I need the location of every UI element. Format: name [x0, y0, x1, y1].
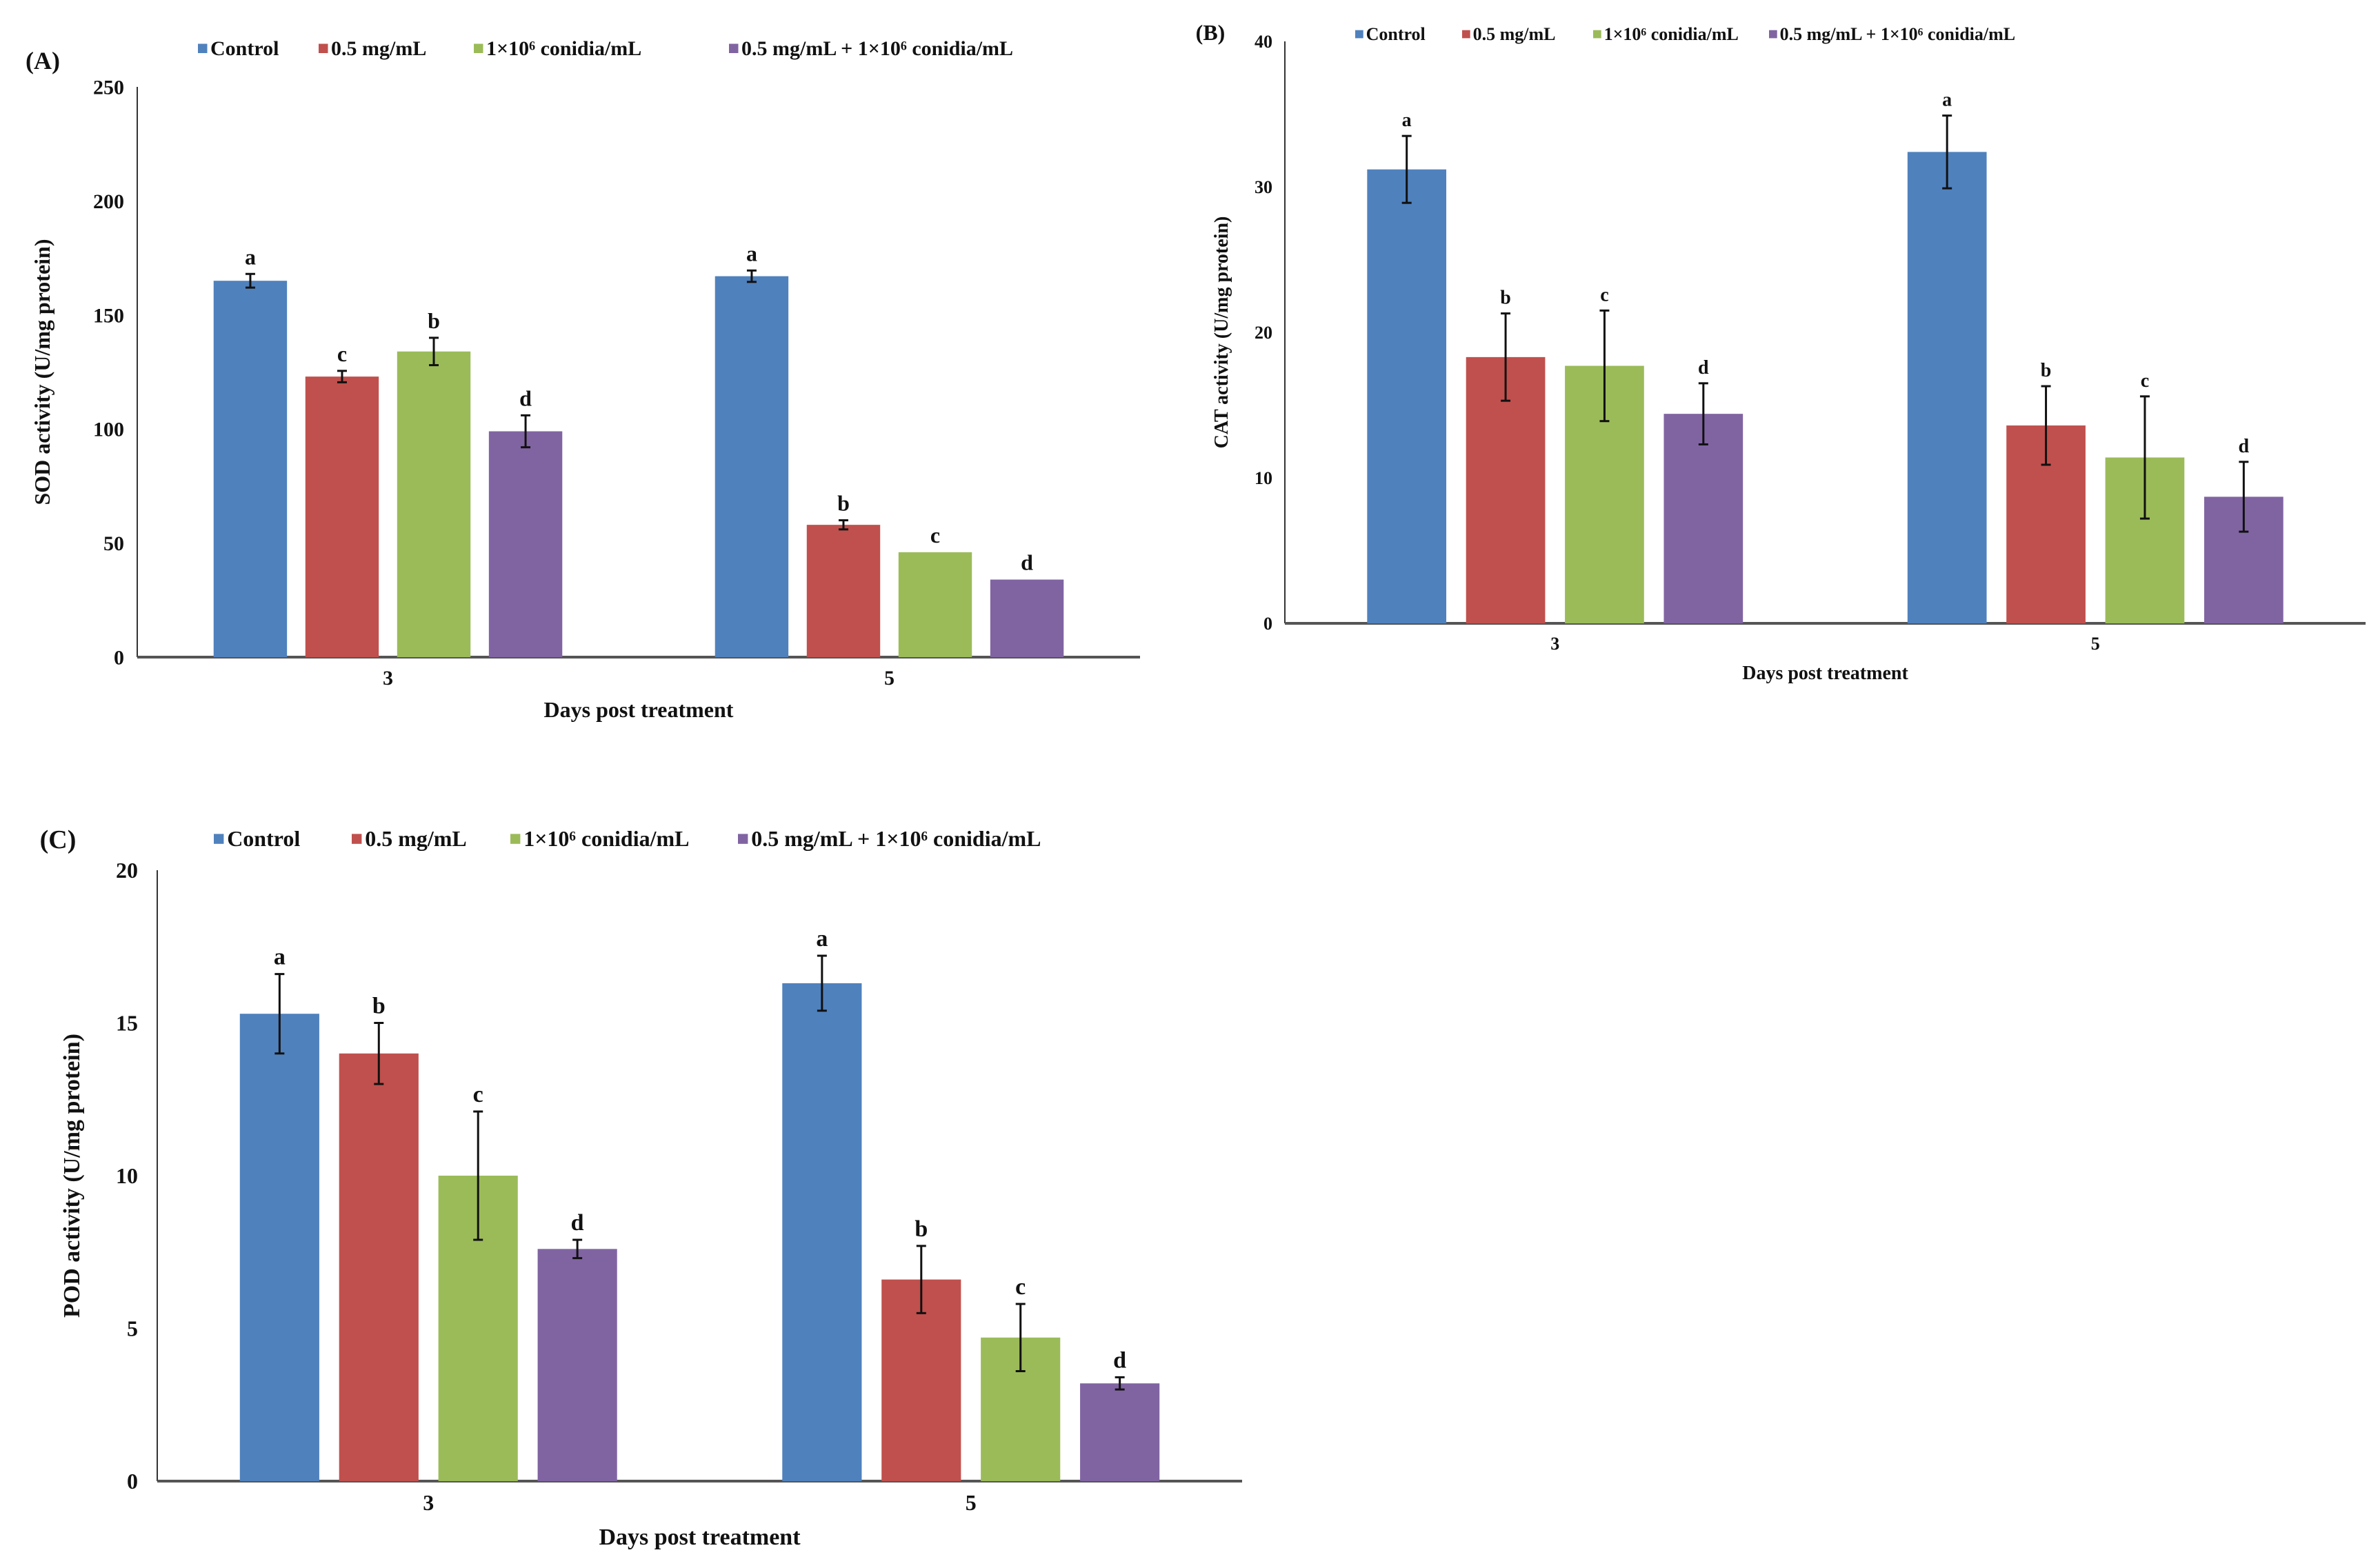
y-axis-title: CAT activity (U/mg protein): [1211, 217, 1232, 449]
bar: [1367, 169, 1447, 623]
bar: [1907, 152, 1987, 624]
significance-letter: d: [1021, 550, 1033, 575]
significance-letter: c: [1015, 1274, 1026, 1300]
y-axis-title: POD activity (U/mg protein): [59, 1034, 85, 1318]
significance-letter: d: [519, 385, 532, 410]
significance-letter: c: [337, 341, 347, 366]
significance-letter: b: [428, 308, 440, 333]
x-axis-title: Days post treatment: [544, 697, 734, 722]
y-axis-title: SOD activity (U/mg protein): [30, 239, 54, 505]
y-tick-label: 0: [127, 1469, 138, 1494]
significance-letter: b: [2041, 360, 2052, 381]
x-axis-title: Days post treatment: [1742, 663, 1908, 684]
bar: [488, 431, 563, 657]
significance-letter: c: [1600, 284, 1608, 305]
legend-swatch: [352, 834, 362, 844]
significance-letter: d: [571, 1210, 584, 1236]
x-tick-label: 5: [966, 1490, 977, 1515]
bar: [990, 579, 1064, 657]
y-tick-label: 40: [1255, 32, 1272, 52]
legend-label: 0.5 mg/mL: [1473, 24, 1556, 44]
chart-a: (A) Control 0.5 mg/mL 1×10⁶ conidia/mL 0.5 m…: [26, 37, 1140, 722]
y-tick-label: 200: [93, 190, 124, 213]
legend-label: 0.5 mg/mL + 1×10⁶ conidia/mL: [741, 37, 1013, 60]
legend-swatch: [1355, 30, 1363, 39]
y-tick-label: 30: [1255, 177, 1272, 197]
legend-swatch: [1769, 30, 1777, 39]
chart-b: (B) Control 0.5 mg/mL 1×10⁶ conidia/mL 0.5 m…: [1196, 20, 2366, 684]
significance-letter: a: [1402, 110, 1412, 131]
legend-label: 0.5 mg/mL + 1×10⁶ conidia/mL: [751, 826, 1041, 851]
panel-label: (B): [1196, 20, 1226, 45]
significance-letter: c: [930, 523, 940, 547]
y-tick-label: 50: [103, 532, 124, 555]
bar: [1080, 1383, 1160, 1481]
bar: [339, 1053, 419, 1481]
legend-label: 0.5 mg/mL: [365, 826, 467, 851]
bar: [397, 351, 471, 657]
y-tick-label: 10: [1255, 468, 1272, 488]
x-tick-label: 5: [884, 667, 895, 690]
legend-swatch: [729, 43, 739, 53]
bar: [305, 376, 379, 657]
significance-letter: d: [1113, 1347, 1126, 1373]
significance-letter: b: [915, 1216, 928, 1242]
x-tick-label: 3: [1550, 634, 1559, 654]
significance-letter: c: [2141, 370, 2149, 392]
bar: [213, 281, 288, 657]
legend-label: 0.5 mg/mL: [331, 37, 426, 60]
bar: [806, 525, 881, 657]
legend-label: 1×10⁶ conidia/mL: [523, 826, 689, 851]
panel-label: (C): [40, 825, 77, 854]
y-tick-label: 0: [114, 647, 124, 670]
bar: [715, 276, 789, 658]
legend-swatch: [510, 834, 521, 844]
legend-label: 1×10⁶ conidia/mL: [486, 37, 641, 60]
chart-c: (C) Control 0.5 mg/mL 1×10⁶ conidia/mL 0.5 m…: [40, 825, 1242, 1550]
legend-label: Control: [227, 826, 300, 851]
legend-swatch: [198, 43, 208, 53]
significance-letter: c: [473, 1082, 483, 1107]
legend-label: 0.5 mg/mL + 1×10⁶ conidia/mL: [1780, 24, 2016, 44]
legend-swatch: [1593, 30, 1601, 39]
y-tick-label: 0: [1263, 614, 1272, 634]
significance-letter: b: [837, 491, 850, 516]
y-tick-label: 150: [93, 304, 124, 327]
y-tick-label: 20: [116, 858, 138, 883]
significance-letter: d: [2239, 436, 2250, 457]
bar: [898, 552, 972, 657]
significance-letter: a: [274, 945, 286, 970]
x-tick-label: 3: [383, 667, 393, 690]
legend-swatch: [214, 834, 224, 844]
y-tick-label: 250: [93, 77, 124, 99]
bar: [1663, 414, 1743, 623]
legend-swatch: [319, 43, 328, 53]
significance-letter: b: [372, 994, 386, 1019]
significance-letter: a: [746, 241, 757, 265]
significance-letter: b: [1500, 288, 1511, 309]
significance-letter: a: [816, 926, 828, 952]
legend-swatch: [474, 43, 483, 53]
bar: [537, 1249, 617, 1481]
legend-swatch: [1462, 30, 1470, 39]
legend-label: Control: [210, 37, 279, 60]
y-tick-label: 20: [1255, 323, 1272, 343]
x-axis-title: Days post treatment: [599, 1525, 801, 1550]
y-tick-label: 15: [116, 1011, 138, 1036]
panel-label: (A): [26, 47, 60, 74]
x-tick-label: 3: [423, 1490, 434, 1515]
bar: [782, 983, 862, 1481]
significance-letter: d: [1698, 357, 1709, 379]
legend-label: 1×10⁶ conidia/mL: [1604, 24, 1739, 44]
x-tick-label: 5: [2091, 634, 2100, 654]
significance-letter: a: [245, 244, 256, 269]
bar: [239, 1014, 319, 1481]
y-tick-label: 100: [93, 419, 124, 441]
legend-swatch: [738, 834, 748, 844]
significance-letter: a: [1942, 90, 1952, 111]
y-tick-label: 5: [127, 1316, 138, 1341]
y-tick-label: 10: [116, 1163, 138, 1188]
legend-label: Control: [1366, 24, 1426, 44]
